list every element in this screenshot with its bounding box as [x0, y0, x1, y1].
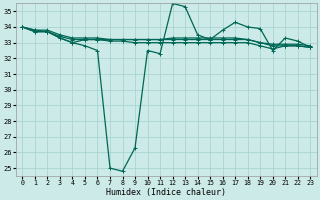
X-axis label: Humidex (Indice chaleur): Humidex (Indice chaleur): [106, 188, 226, 197]
